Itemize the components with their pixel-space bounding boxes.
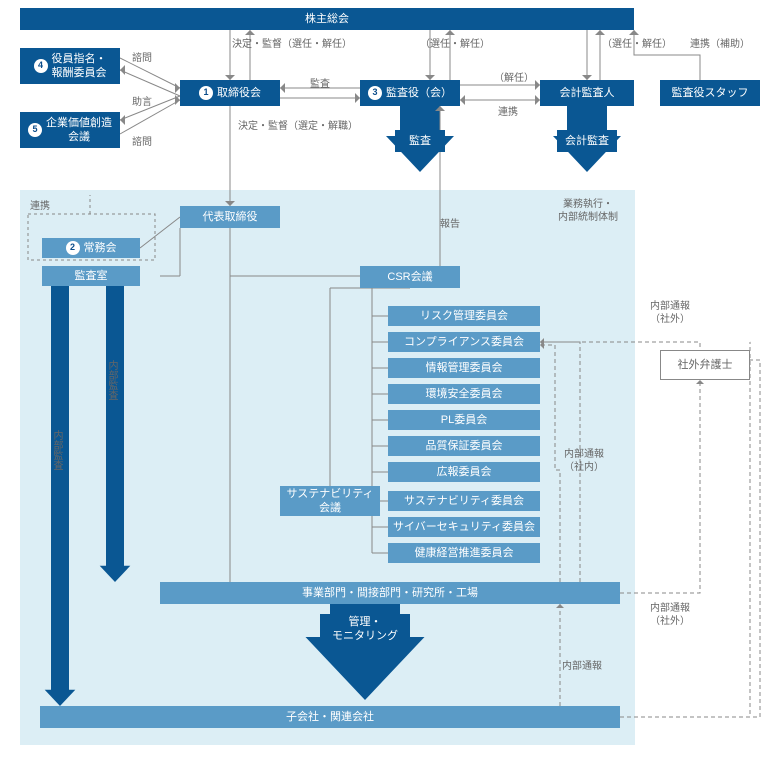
node-label: 監査室 [75,269,108,283]
node-label: 監査 [409,134,431,148]
label-l_coop3: 連携 [30,200,50,213]
node-number: 3 [368,86,382,100]
node-acct_audit_badge: 会計監査 [557,130,617,152]
node-label: 品質保証委員会 [426,439,503,453]
label-l_consult1: 諮問 [132,52,152,65]
node-subsidiaries: 子会社・関連会社 [40,706,620,728]
node-label: 監査役（会） [386,86,452,100]
node-pr: 広報委員会 [388,462,540,482]
label-l_coop_aux: 連携（補助） [690,38,750,51]
label-l_whistle3: 内部通報 [562,660,602,673]
node-auditors: 3 監査役（会） [360,80,460,106]
node-number: 1 [199,86,213,100]
node-exec_meeting: 2 常務会 [42,238,140,258]
diagram-canvas: 株主総会 4 役員指名・ 報酬委員会 5 企業価値創造 会議 1 取締役会 3 監査役（会） 会計… [0,0,771,757]
label-l_appoint2: （選任・解任） [602,38,672,51]
node-label: 取締役会 [217,86,261,100]
label-l_consult2: 諮問 [132,136,152,149]
label-l_whistle_ext1: 内部通報 （社外） [650,300,690,326]
label-l_report: 報告 [440,218,460,231]
node-mgmt_monitor: 管理・ モニタリング [320,614,410,644]
label-l_int_audit1: 内部監査 [50,430,63,470]
label-l_exec_sys: 業務執行・ 内部統制体制 [548,198,628,224]
node-pl: PL委員会 [388,410,540,430]
node-label: PL委員会 [441,413,487,427]
node-label: 健康経営推進委員会 [415,546,514,560]
label-l_decide1: 決定・監督（選任・解任） [232,38,352,51]
label-l_audit_s: 監査 [310,78,330,91]
node-sustain_cmt: サステナビリティ委員会 [388,491,540,511]
node-business_div: 事業部門・間接部門・研究所・工場 [160,582,620,604]
label-l_coop2: 連携 [498,106,518,119]
node-representative: 代表取締役 [180,206,280,228]
node-label: 会計監査人 [560,86,615,100]
node-label: 管理・ モニタリング [332,615,398,644]
node-label: 代表取締役 [203,210,258,224]
node-number: 4 [34,59,48,73]
node-env_safety: 環境安全委員会 [388,384,540,404]
node-label: コンプライアンス委員会 [404,335,524,349]
node-label: 企業価値創造 会議 [46,116,112,145]
label-l_appoint1: （選任・解任） [420,38,490,51]
node-ext_lawyer: 社外弁護士 [660,350,750,380]
node-label: 監査役スタッフ [672,86,749,100]
node-label: 事業部門・間接部門・研究所・工場 [302,586,478,600]
node-accounting_auditor: 会計監査人 [540,80,634,106]
node-cyber: サイバーセキュリティ委員会 [388,517,540,537]
node-label: 常務会 [84,241,117,255]
label-l_whistle_ext2: 内部通報 （社外） [650,602,690,628]
node-nomination: 4 役員指名・ 報酬委員会 [20,48,120,84]
node-quality: 品質保証委員会 [388,436,540,456]
node-label: 役員指名・ 報酬委員会 [52,52,107,81]
node-shareholders: 株主総会 [20,8,634,30]
node-sustain_mtg: サステナビリティ 会議 [280,486,380,516]
label-l_dismiss: （解任） [494,72,534,85]
label-l_decide2: 決定・監督（選定・解職） [238,120,358,133]
node-number: 5 [28,123,42,137]
label-l_int_audit2: 内部監査 [105,360,118,400]
node-risk: リスク管理委員会 [388,306,540,326]
node-label: 会計監査 [565,134,609,148]
label-l_whistle_int: 内部通報 （社内） [564,448,604,474]
node-number: 2 [66,241,80,255]
node-compliance: コンプライアンス委員会 [388,332,540,352]
node-value_creation: 5 企業価値創造 会議 [20,112,120,148]
node-label: 広報委員会 [437,465,492,479]
node-audit_badge: 監査 [395,130,445,152]
node-label: 株主総会 [305,12,349,26]
node-label: リスク管理委員会 [420,309,508,323]
node-board: 1 取締役会 [180,80,280,106]
node-label: サステナビリティ 会議 [286,487,373,516]
node-csr: CSR会議 [360,266,460,288]
node-label: 情報管理委員会 [426,361,503,375]
node-audit_office: 監査室 [42,266,140,286]
node-label: CSR会議 [387,270,432,284]
node-label: 子会社・関連会社 [286,710,374,724]
node-health: 健康経営推進委員会 [388,543,540,563]
node-label: 環境安全委員会 [426,387,503,401]
node-label: 社外弁護士 [678,358,733,372]
node-info_mgmt: 情報管理委員会 [388,358,540,378]
node-auditor_staff: 監査役スタッフ [660,80,760,106]
label-l_advice: 助言 [132,96,152,109]
node-label: サステナビリティ委員会 [404,494,524,508]
node-label: サイバーセキュリティ委員会 [393,520,535,534]
